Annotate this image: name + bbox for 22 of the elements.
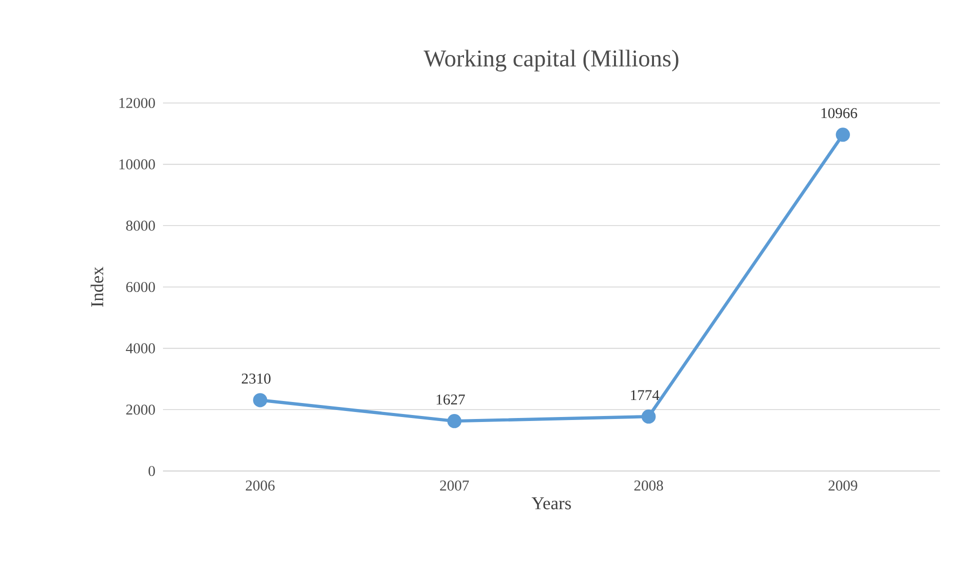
y-tick-label: 10000	[119, 159, 155, 170]
y-tick-label: 8000	[126, 220, 155, 231]
y-tick-label: 2000	[126, 404, 155, 415]
x-tick-label: 2009	[828, 480, 858, 491]
chart-title: Working capital (Millions)	[424, 50, 678, 72]
y-axis-title: Index	[90, 266, 104, 307]
data-label: 2310	[242, 374, 271, 384]
x-tick-label: 2006	[246, 480, 275, 491]
x-tick-label: 2007	[440, 480, 469, 491]
y-tick-label: 4000	[126, 343, 155, 354]
data-label: 1774	[631, 390, 660, 400]
point	[253, 393, 268, 408]
point	[447, 414, 462, 428]
point	[642, 410, 656, 424]
point	[836, 128, 850, 142]
data-label: 1627	[436, 394, 465, 405]
data-label: 10966	[822, 108, 858, 118]
x-tick-label: 2008	[634, 480, 664, 491]
y-tick-label: 12000	[119, 98, 155, 108]
y-tick-label: 6000	[126, 282, 155, 292]
y-tick-label: 0	[148, 466, 155, 476]
x-axis-title: Years	[532, 497, 571, 510]
